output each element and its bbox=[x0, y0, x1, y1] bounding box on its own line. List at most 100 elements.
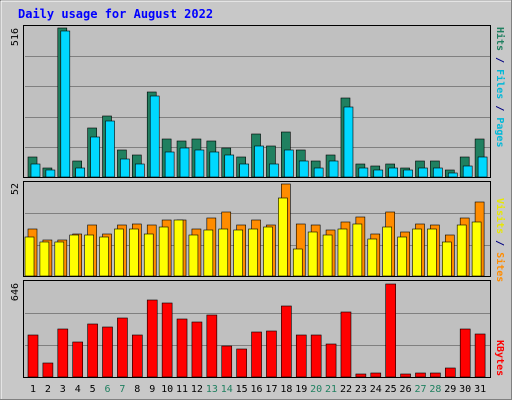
bar-files-day-10 bbox=[164, 151, 175, 178]
x-tick-label: 30 bbox=[459, 384, 471, 395]
bar-kbytes-day-18 bbox=[281, 305, 292, 378]
bar-files-day-12 bbox=[194, 149, 205, 178]
bar-files-day-13 bbox=[209, 151, 220, 178]
bar-kbytes-day-11 bbox=[176, 318, 188, 378]
bar-sites-day-15 bbox=[233, 229, 243, 277]
legend-kbytes: KBytes bbox=[494, 340, 505, 376]
bar-files-day-23 bbox=[358, 167, 369, 178]
bar-files-day-22 bbox=[343, 106, 354, 178]
x-tick-label: 5 bbox=[90, 384, 96, 395]
bar-sites-day-31 bbox=[471, 221, 482, 277]
x-tick-label: 15 bbox=[236, 384, 248, 395]
side-legend-visits: Visits / Sites bbox=[494, 198, 506, 282]
bar-kbytes-day-4 bbox=[72, 341, 84, 378]
bar-sites-day-7 bbox=[114, 228, 124, 277]
bar-kbytes-day-17 bbox=[266, 330, 277, 378]
bar-files-day-28 bbox=[433, 167, 443, 178]
bar-kbytes-day-3 bbox=[57, 328, 69, 378]
x-tick-label: 9 bbox=[149, 384, 155, 395]
bar-sites-day-29 bbox=[441, 241, 452, 277]
bar-kbytes-day-25 bbox=[385, 283, 396, 378]
x-tick-label: 17 bbox=[265, 384, 277, 395]
bar-sites-day-25 bbox=[382, 226, 392, 277]
bar-sites-day-19 bbox=[292, 248, 303, 277]
side-legend-hits: Hits / Files / Pages bbox=[494, 27, 506, 147]
legend-hits: Pages bbox=[494, 117, 505, 147]
x-tick-label: 7 bbox=[119, 384, 125, 395]
side-legend-kbytes: KBytes bbox=[494, 340, 505, 376]
bar-sites-day-30 bbox=[456, 224, 467, 277]
bar-sites-day-23 bbox=[352, 223, 363, 277]
bar-sites-day-11 bbox=[173, 219, 184, 277]
x-tick-label: 10 bbox=[161, 384, 173, 395]
bar-kbytes-day-19 bbox=[295, 334, 307, 378]
bar-files-day-9 bbox=[149, 95, 160, 178]
bar-files-day-3 bbox=[60, 30, 71, 178]
x-tick-label: 12 bbox=[191, 384, 203, 395]
x-tick-label: 20 bbox=[310, 384, 322, 395]
bar-sites-day-12 bbox=[188, 234, 199, 277]
bar-files-day-5 bbox=[90, 136, 100, 178]
x-tick-label: 29 bbox=[444, 384, 456, 395]
x-tick-label: 21 bbox=[325, 384, 337, 395]
bar-files-day-8 bbox=[135, 163, 145, 178]
x-tick-label: 23 bbox=[355, 384, 367, 395]
y-max-label-visits: 52 bbox=[10, 183, 21, 195]
bar-sites-day-5 bbox=[84, 234, 94, 277]
x-tick-label: 11 bbox=[176, 384, 188, 395]
bar-files-day-26 bbox=[403, 169, 413, 178]
bar-sites-day-22 bbox=[337, 228, 348, 277]
bar-kbytes-day-8 bbox=[132, 334, 143, 378]
bar-sites-day-17 bbox=[263, 226, 273, 277]
bar-files-day-24 bbox=[373, 169, 384, 178]
bar-kbytes-day-27 bbox=[415, 372, 426, 378]
bar-kbytes-day-2 bbox=[42, 362, 54, 378]
bar-sites-day-4 bbox=[69, 234, 80, 277]
chart-title: Daily usage for August 2022 bbox=[18, 7, 213, 21]
bar-kbytes-day-20 bbox=[310, 334, 322, 378]
x-tick-label: 6 bbox=[105, 384, 111, 395]
bar-sites-day-8 bbox=[129, 228, 139, 277]
x-axis-labels: 1 2 3 4 5 6 7 8 9 10 11 12 13 14 15 16 17 18 19 20 21 22 23 24 2… bbox=[30, 384, 486, 395]
x-tick-label: 16 bbox=[251, 384, 263, 395]
bar-files-day-7 bbox=[120, 158, 130, 178]
bar-files-day-25 bbox=[388, 167, 398, 178]
bar-kbytes-day-15 bbox=[236, 348, 247, 378]
legend-files: Files bbox=[494, 69, 506, 99]
legend-visits: Visits bbox=[494, 198, 506, 234]
bar-files-day-18 bbox=[284, 149, 294, 178]
bar-sites-day-16 bbox=[248, 228, 258, 277]
x-tick-label: 24 bbox=[370, 384, 382, 395]
legend-sep-2: / bbox=[494, 105, 505, 117]
x-tick-label: 4 bbox=[75, 384, 81, 395]
bar-sites-day-20 bbox=[307, 231, 318, 277]
bar-sites-day-27 bbox=[412, 228, 422, 277]
bar-files-day-20 bbox=[313, 167, 324, 178]
legend-sep-3: / bbox=[494, 240, 505, 252]
bar-kbytes-day-30 bbox=[459, 328, 471, 378]
bar-sites-day-6 bbox=[99, 236, 109, 277]
bar-sites-day-21 bbox=[322, 234, 333, 277]
bar-sites-day-13 bbox=[203, 229, 214, 277]
bar-files-day-27 bbox=[418, 167, 428, 178]
bar-kbytes-day-28 bbox=[430, 372, 441, 378]
bar-kbytes-day-5 bbox=[87, 323, 98, 378]
bar-sites-day-18 bbox=[278, 197, 288, 277]
bar-kbytes-day-6 bbox=[102, 326, 113, 378]
bar-sites-day-28 bbox=[427, 228, 437, 277]
bar-sites-day-1 bbox=[24, 236, 35, 277]
bar-sites-day-26 bbox=[397, 236, 407, 277]
bar-files-day-14 bbox=[224, 154, 235, 178]
bar-kbytes-day-10 bbox=[161, 302, 173, 378]
bar-kbytes-day-23 bbox=[355, 373, 367, 378]
bar-kbytes-day-7 bbox=[117, 317, 128, 378]
bar-files-day-19 bbox=[298, 160, 309, 178]
bar-files-day-15 bbox=[239, 163, 249, 178]
bar-sites-day-24 bbox=[367, 238, 378, 277]
x-tick-label: 1 bbox=[30, 384, 36, 395]
bar-kbytes-day-1 bbox=[27, 334, 39, 378]
bar-files-day-6 bbox=[105, 120, 115, 178]
bar-files-day-17 bbox=[269, 163, 279, 178]
bar-kbytes-day-26 bbox=[400, 373, 411, 378]
